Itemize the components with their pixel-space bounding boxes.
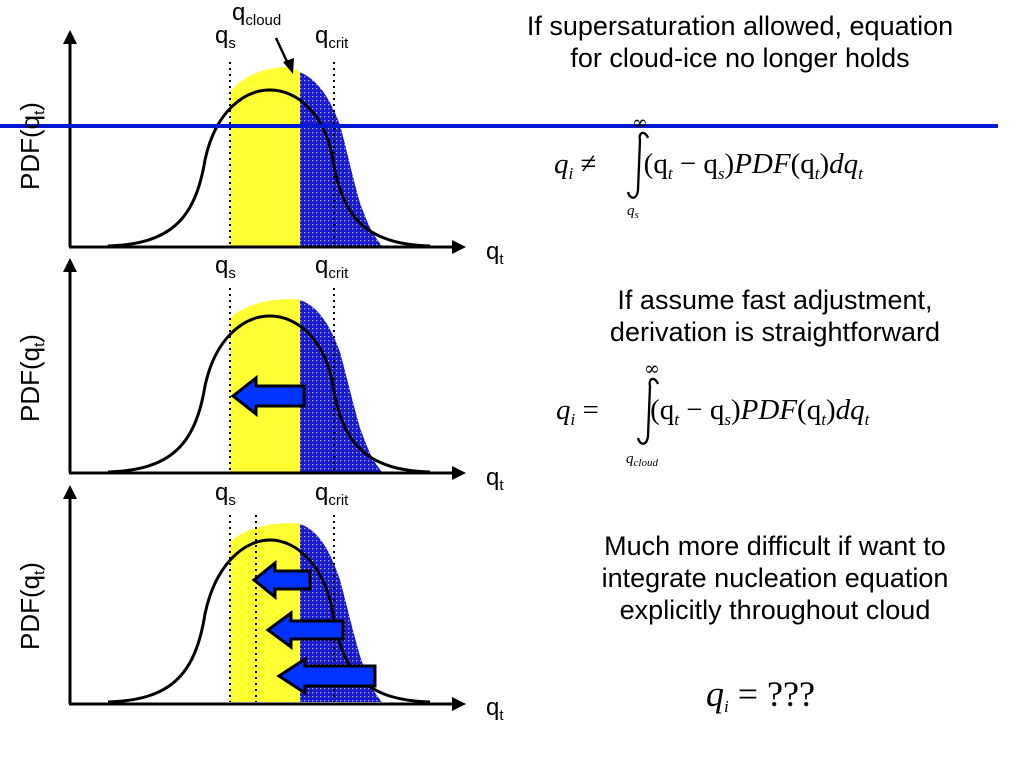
equation-1-lower-limit: qs bbox=[627, 203, 639, 221]
equation-2-upper-limit: ∞ bbox=[644, 358, 660, 380]
qcloud-pointer-head bbox=[283, 58, 294, 74]
panel-3-x-axis-label: qt bbox=[486, 694, 504, 724]
panel-1-caption: If supersaturation allowed, equation for… bbox=[526, 11, 954, 73]
panel-1-qs-label: qs bbox=[215, 22, 236, 52]
panel-2-pdf-curve bbox=[107, 314, 431, 474]
panel-1-qcrit-label: qcrit bbox=[315, 22, 349, 52]
panel-3-caption: Much more difficult if want to integrate… bbox=[601, 531, 949, 625]
panel-3-shift-arrow-3 bbox=[276, 656, 377, 696]
panel-3-qs-label: qs bbox=[215, 479, 236, 509]
panel-1-pdf-curve bbox=[107, 88, 431, 248]
equation-2: qi = (qt − qs)PDF(qt)dqt bbox=[556, 394, 870, 429]
panel-2-x-arrowhead bbox=[452, 466, 466, 480]
panel-2-qcrit-label: qcrit bbox=[315, 252, 349, 282]
panel-3-y-axis-label: PDF(qt) bbox=[14, 562, 48, 650]
panel-3-shift-arrow-1 bbox=[251, 559, 312, 601]
panel-3-plot bbox=[63, 485, 466, 711]
panel-2-y-axis-label: PDF(qt) bbox=[14, 334, 48, 422]
panel-2-shift-arrow bbox=[230, 374, 306, 418]
panel-2-y-arrowhead bbox=[63, 258, 77, 272]
panel-3-ssat-region bbox=[230, 523, 300, 702]
panel-1-plot bbox=[63, 30, 466, 254]
integral-sign-1 bbox=[626, 131, 650, 199]
panel-1-x-arrowhead bbox=[452, 240, 466, 254]
panel-1-ssat-region bbox=[230, 67, 300, 246]
equation-1-upper-limit: ∞ bbox=[632, 112, 648, 134]
panel-1-x-axis-label: qt bbox=[486, 238, 504, 268]
panel-3-shift-arrow-2 bbox=[265, 610, 345, 650]
panel-2-x-axis-label: qt bbox=[486, 464, 504, 494]
panel-2-qs-label: qs bbox=[215, 252, 236, 282]
panel-2-caption: If assume fast adjustment, derivation is… bbox=[609, 285, 941, 347]
equation-1: qi ≠ (qt − qs)PDF(qt)dqt bbox=[554, 148, 863, 183]
integral-sign-2 bbox=[636, 377, 660, 445]
panel-3-x-arrowhead bbox=[452, 697, 466, 711]
equation-3: qi = ??? bbox=[706, 674, 815, 716]
equation-2-lower-limit: qcloud bbox=[626, 451, 658, 469]
panel-1-y-axis-label: PDF(qt) bbox=[14, 102, 48, 190]
panel-1-y-arrowhead bbox=[63, 30, 77, 44]
panel-2-plot bbox=[63, 258, 466, 480]
qcloud-marker-label: qcloud bbox=[232, 0, 282, 29]
panel-3-qcrit-label: qcrit bbox=[315, 479, 349, 509]
panel-3-y-arrowhead bbox=[63, 485, 77, 499]
